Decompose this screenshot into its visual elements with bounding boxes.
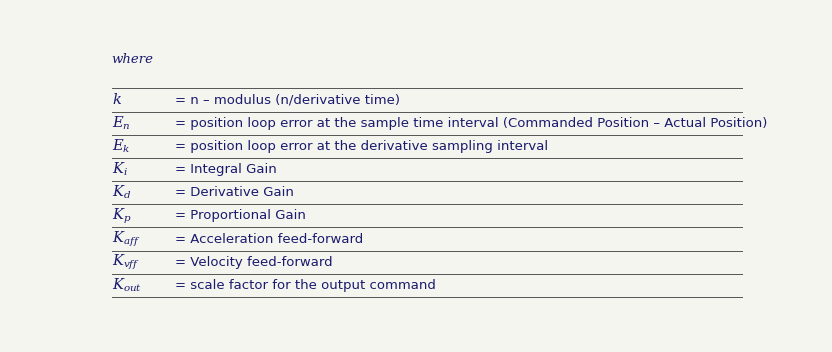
Text: $K_{out}$: $K_{out}$ <box>111 277 141 294</box>
Text: = position loop error at the derivative sampling interval: = position loop error at the derivative … <box>175 140 548 153</box>
Text: = n – modulus (n/derivative time): = n – modulus (n/derivative time) <box>175 93 400 106</box>
Text: = Velocity feed-forward: = Velocity feed-forward <box>175 256 333 269</box>
Text: = scale factor for the output command: = scale factor for the output command <box>175 279 436 292</box>
Text: = Derivative Gain: = Derivative Gain <box>175 186 294 199</box>
Text: $K_{p}$: $K_{p}$ <box>111 206 131 226</box>
Text: $k$: $k$ <box>111 93 121 107</box>
Text: $E_{n}$: $E_{n}$ <box>111 114 131 132</box>
Text: $E_{k}$: $E_{k}$ <box>111 138 131 155</box>
Text: $K_{vff}$: $K_{vff}$ <box>111 253 140 272</box>
Text: = Integral Gain: = Integral Gain <box>175 163 277 176</box>
Text: $K_{i}$: $K_{i}$ <box>111 161 127 178</box>
Text: $K_{d}$: $K_{d}$ <box>111 184 131 201</box>
Text: $K_{aff}$: $K_{aff}$ <box>111 230 140 249</box>
Text: where: where <box>111 53 154 66</box>
Text: = Proportional Gain: = Proportional Gain <box>175 209 306 222</box>
Text: = position loop error at the sample time interval (Commanded Position – Actual P: = position loop error at the sample time… <box>175 117 767 130</box>
Text: = Acceleration feed-forward: = Acceleration feed-forward <box>175 233 364 246</box>
